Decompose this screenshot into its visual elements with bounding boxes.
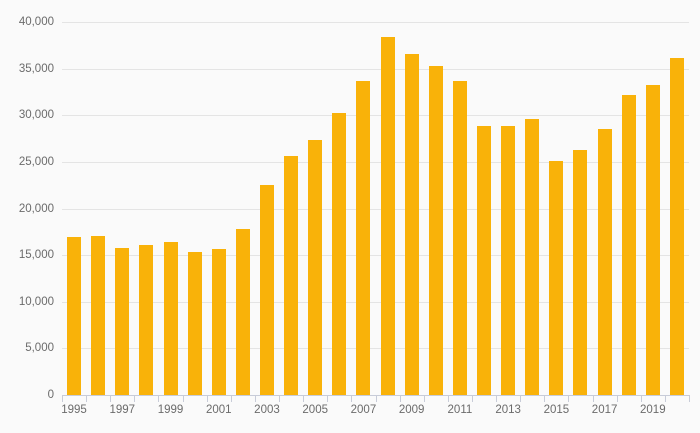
- bar[interactable]: [211, 249, 226, 395]
- x-axis-tick-label: 1995: [61, 404, 87, 416]
- bar[interactable]: [452, 81, 467, 395]
- bar[interactable]: [284, 156, 299, 395]
- y-axis-tick-label: 20,000: [18, 202, 54, 215]
- x-axis-tick-label: 2003: [254, 404, 280, 416]
- gridline: [62, 255, 689, 257]
- x-axis-tick: [182, 395, 184, 402]
- bar[interactable]: [139, 244, 154, 395]
- x-axis-tick: [375, 395, 377, 402]
- x-axis-tick: [544, 395, 546, 402]
- bar[interactable]: [115, 248, 130, 395]
- bar[interactable]: [356, 81, 371, 395]
- y-axis-tick-label: 5,000: [25, 342, 54, 355]
- bar[interactable]: [428, 65, 443, 395]
- x-axis-tick-label: 2005: [302, 404, 328, 416]
- x-axis-tick: [134, 395, 136, 402]
- x-axis-tick: [230, 395, 232, 402]
- x-axis-tick: [279, 395, 281, 402]
- x-axis-tick-label: 2001: [205, 404, 232, 416]
- x-axis-tick: [520, 395, 522, 402]
- bar[interactable]: [91, 236, 106, 395]
- bar[interactable]: [621, 95, 636, 395]
- bar[interactable]: [645, 84, 660, 395]
- gridline: [62, 348, 689, 350]
- bar[interactable]: [597, 128, 612, 395]
- y-axis-tick-label: 15,000: [18, 249, 54, 262]
- x-axis-tick: [158, 395, 160, 402]
- bar[interactable]: [669, 58, 684, 395]
- x-axis-tick: [399, 395, 401, 402]
- gridline: [62, 301, 689, 303]
- bar[interactable]: [308, 140, 323, 395]
- x-axis-tick: [423, 395, 425, 402]
- bar[interactable]: [404, 53, 419, 395]
- x-axis-tick: [592, 395, 594, 402]
- bar[interactable]: [573, 150, 588, 395]
- bar[interactable]: [549, 161, 564, 395]
- gridline: [62, 161, 689, 163]
- bar[interactable]: [501, 125, 516, 395]
- x-axis-tick: [303, 395, 305, 402]
- bar[interactable]: [187, 252, 202, 395]
- x-axis-tick: [568, 395, 570, 402]
- x-axis-tick-label: 2013: [495, 404, 521, 416]
- y-axis-tick-label: 30,000: [18, 109, 54, 122]
- bar[interactable]: [380, 36, 395, 395]
- x-axis-tick-label: 2019: [640, 404, 666, 416]
- gridline: [62, 115, 689, 117]
- y-axis-tick-label: 0: [47, 389, 54, 401]
- x-axis-tick-label: 2009: [398, 404, 425, 416]
- bar[interactable]: [163, 242, 178, 395]
- bars-layer: [62, 22, 689, 395]
- gridline: [62, 68, 689, 70]
- x-axis-tick: [616, 395, 618, 402]
- gridline: [62, 22, 689, 23]
- y-axis-tick-label: 35,000: [18, 62, 54, 75]
- bar[interactable]: [332, 113, 347, 395]
- x-axis-tick-label: 2011: [447, 404, 473, 416]
- gridline: [62, 208, 689, 210]
- x-axis-tick: [254, 395, 256, 402]
- x-axis-tick-label: 1999: [157, 404, 184, 416]
- bar[interactable]: [477, 126, 492, 395]
- x-axis-tick-label: 1997: [109, 404, 136, 416]
- x-axis-tick: [206, 395, 208, 402]
- bar[interactable]: [525, 119, 540, 395]
- x-axis-tick: [689, 395, 690, 402]
- x-axis-tick: [664, 395, 666, 402]
- plot-area: [62, 22, 689, 395]
- y-axis-tick-label: 25,000: [18, 155, 54, 168]
- y-axis-tick-label: 10,000: [18, 295, 54, 308]
- bar[interactable]: [235, 229, 250, 395]
- x-axis-tick: [640, 395, 642, 402]
- x-axis-tick: [351, 395, 353, 402]
- x-axis-tick: [327, 395, 329, 402]
- x-axis-tick: [496, 395, 498, 402]
- bar[interactable]: [67, 237, 82, 395]
- x-axis-tick-label: 2007: [350, 404, 377, 416]
- x-axis-tick: [62, 395, 63, 402]
- x-axis-tick: [86, 395, 88, 402]
- x-axis-tick: [110, 395, 112, 402]
- x-axis-tick: [447, 395, 449, 402]
- x-axis-tick-label: 2017: [591, 404, 618, 416]
- x-axis-tick-label: 2015: [543, 404, 570, 416]
- x-axis-tick: [471, 395, 473, 402]
- bar[interactable]: [259, 185, 274, 395]
- y-axis-tick-label: 40,000: [18, 16, 54, 28]
